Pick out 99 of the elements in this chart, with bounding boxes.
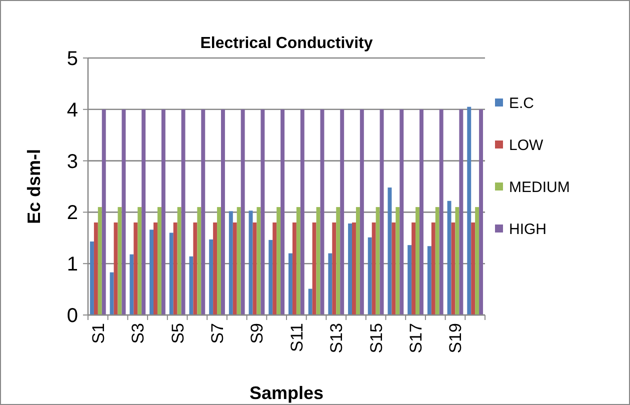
x-tick-label: S1 <box>88 323 108 344</box>
legend-label: E.C <box>509 94 534 112</box>
x-tick-label: S7 <box>208 323 227 344</box>
bar <box>130 254 134 315</box>
y-tick-label: 3 <box>66 150 78 173</box>
bar <box>352 222 356 315</box>
x-tick-label: S13 <box>327 323 346 354</box>
bar <box>260 109 265 315</box>
legend-label: MEDIUM <box>509 178 570 196</box>
bar <box>471 222 476 315</box>
bar <box>300 109 304 315</box>
bar <box>169 232 174 315</box>
x-tick-label: S11 <box>287 323 306 352</box>
bar <box>256 207 261 315</box>
bar <box>138 207 142 315</box>
bar <box>412 222 416 315</box>
bar <box>276 207 281 315</box>
bar <box>340 109 344 315</box>
bar <box>320 109 324 315</box>
bar <box>376 207 380 315</box>
bar <box>280 109 285 315</box>
bar <box>114 222 118 315</box>
bar <box>292 222 296 315</box>
bar <box>102 109 106 315</box>
legend-label: LOW <box>509 136 544 154</box>
bar <box>197 207 202 315</box>
bar <box>161 109 166 315</box>
bar <box>336 207 340 315</box>
bar <box>248 210 253 315</box>
bar <box>228 211 233 315</box>
bar <box>459 109 464 315</box>
bar <box>157 207 162 315</box>
bar <box>94 222 98 315</box>
bar <box>396 207 400 315</box>
bar <box>189 256 194 315</box>
bar <box>142 109 146 315</box>
bar <box>122 109 126 315</box>
bar <box>213 222 218 315</box>
bar <box>268 240 273 315</box>
bar <box>217 207 221 315</box>
x-tick-label: S9 <box>248 323 267 344</box>
chart-title: Electrical Conductivity <box>200 35 373 52</box>
bar <box>110 272 114 315</box>
bar <box>173 222 178 315</box>
bar <box>372 222 376 315</box>
bar <box>356 207 360 315</box>
bar <box>479 109 484 315</box>
bar <box>236 207 241 315</box>
bar <box>380 109 384 315</box>
bar <box>201 109 206 315</box>
bar <box>427 246 432 315</box>
bar <box>312 222 316 315</box>
bar <box>400 109 404 315</box>
bar <box>431 222 436 315</box>
bar <box>220 109 225 315</box>
legend-label: HIGH <box>509 220 546 238</box>
bar <box>328 253 332 315</box>
x-tick-label: S19 <box>446 323 466 354</box>
bar <box>272 222 277 315</box>
bar <box>388 188 392 315</box>
bar <box>475 207 480 315</box>
bar <box>209 239 214 315</box>
bar <box>408 245 412 315</box>
bar <box>296 207 300 315</box>
bar <box>154 222 158 315</box>
bar <box>435 207 440 315</box>
bar <box>332 222 336 315</box>
bar <box>439 109 444 315</box>
bar <box>181 109 186 315</box>
x-tick-label: S3 <box>128 323 148 344</box>
y-tick-label: 5 <box>66 48 78 70</box>
bar <box>392 222 396 315</box>
bar <box>416 207 420 315</box>
bar <box>177 207 182 315</box>
bar <box>240 109 245 315</box>
x-axis-title: Samples <box>249 383 324 403</box>
bar <box>447 200 452 315</box>
bar <box>98 207 102 315</box>
bar <box>467 106 472 315</box>
bar <box>288 253 292 315</box>
bar <box>150 230 154 315</box>
bar <box>360 109 364 315</box>
bar <box>455 207 460 315</box>
bar <box>308 288 312 315</box>
bar <box>419 109 424 315</box>
bar <box>348 224 352 315</box>
y-tick-label: 2 <box>66 202 78 224</box>
y-axis-title: Ec dsm-l <box>24 148 44 224</box>
y-tick-label: 4 <box>66 99 78 122</box>
bar <box>90 242 94 315</box>
bar <box>368 237 372 315</box>
y-tick-label: 1 <box>66 254 78 276</box>
x-tick-label: S17 <box>406 323 426 354</box>
bar <box>134 222 138 315</box>
bar <box>193 222 198 315</box>
y-tick-label: 0 <box>66 305 78 327</box>
bar <box>232 222 237 315</box>
x-tick-label: S5 <box>168 323 188 344</box>
x-tick-label: S15 <box>366 323 386 354</box>
